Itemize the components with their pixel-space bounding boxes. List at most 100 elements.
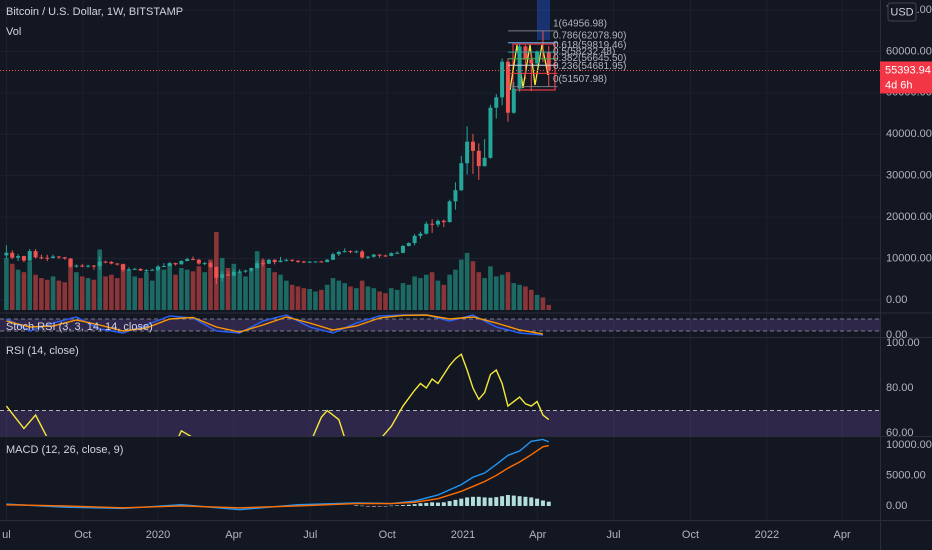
candle-body bbox=[441, 220, 446, 223]
candle-body bbox=[389, 253, 394, 256]
band bbox=[0, 410, 880, 436]
volume-bar bbox=[272, 272, 277, 310]
volume-bar bbox=[505, 272, 511, 310]
candle-body bbox=[360, 251, 365, 258]
time-label: Apr bbox=[834, 529, 851, 541]
candle-body bbox=[500, 61, 505, 98]
volume-title: Vol bbox=[6, 26, 21, 38]
volume-bar bbox=[138, 278, 143, 310]
volume-bar bbox=[62, 282, 68, 310]
candle-body bbox=[161, 266, 166, 268]
volume-bar bbox=[394, 289, 400, 310]
candle-body bbox=[319, 261, 324, 263]
volume-bar bbox=[56, 280, 62, 310]
pane-title: RSI (14, close) bbox=[6, 345, 79, 357]
candle-body bbox=[465, 141, 470, 164]
histogram-bar bbox=[371, 505, 376, 507]
candle-body bbox=[121, 264, 126, 270]
volume-bar bbox=[301, 288, 307, 310]
candle-body bbox=[505, 61, 510, 113]
volume-bar bbox=[511, 283, 517, 310]
pane-title: Bitcoin / U.S. Dollar, 1W, BITSTAMP bbox=[6, 6, 183, 18]
volume-bar bbox=[237, 272, 242, 310]
volume-bar bbox=[289, 284, 295, 310]
volume-bar bbox=[184, 269, 190, 310]
volume-bar bbox=[423, 274, 429, 310]
histogram-bar bbox=[354, 505, 359, 506]
price-label: 10000.00 bbox=[886, 252, 932, 264]
volume-bar bbox=[85, 278, 91, 310]
candle-body bbox=[144, 270, 149, 272]
volume-bar bbox=[319, 289, 324, 310]
fib-label: 0(51507.98) bbox=[553, 74, 607, 85]
volume-bar bbox=[476, 272, 482, 310]
candle-body bbox=[208, 263, 213, 267]
volume-bar bbox=[313, 291, 318, 310]
candle-body bbox=[517, 46, 522, 89]
candle-body bbox=[430, 223, 435, 225]
histogram-bar bbox=[488, 497, 493, 506]
volume-bar bbox=[109, 274, 114, 310]
candle-body bbox=[150, 269, 155, 271]
pane bbox=[6, 438, 551, 511]
volume-bar bbox=[219, 257, 225, 310]
volume-bar bbox=[144, 272, 149, 310]
candle-body bbox=[237, 271, 242, 273]
candle-body bbox=[400, 245, 405, 253]
volume-bar bbox=[196, 266, 202, 310]
time-label: 2020 bbox=[146, 529, 170, 541]
series-line bbox=[6, 314, 544, 335]
histogram-bar bbox=[511, 495, 516, 506]
candle-body bbox=[546, 52, 551, 71]
candle-body bbox=[179, 261, 184, 265]
candle-body bbox=[167, 263, 172, 267]
volume-bar bbox=[493, 276, 499, 310]
time-label: Jul bbox=[606, 529, 620, 541]
drawings bbox=[509, 0, 556, 91]
candle-body bbox=[494, 97, 499, 108]
volume-bar bbox=[132, 276, 138, 310]
candle-body bbox=[115, 263, 120, 265]
candle-body bbox=[51, 256, 56, 258]
candle-body bbox=[447, 201, 452, 223]
pane-title: MACD (12, 26, close, 9) bbox=[6, 444, 123, 456]
volume-bar bbox=[68, 259, 73, 310]
histogram-bar bbox=[482, 497, 487, 506]
candle-body bbox=[191, 258, 196, 260]
volume-bar bbox=[295, 286, 301, 310]
candle-body bbox=[126, 269, 131, 271]
volume-bar bbox=[383, 293, 388, 310]
histogram-bar bbox=[447, 501, 452, 506]
candle-body bbox=[383, 255, 388, 257]
candle-body bbox=[261, 263, 266, 265]
candle-body bbox=[406, 243, 411, 246]
volume-bar bbox=[149, 280, 155, 310]
candle-body bbox=[80, 265, 85, 267]
candle-body bbox=[301, 261, 306, 263]
histogram-bar bbox=[459, 498, 464, 506]
pane-title: Stoch RSI (3, 3, 14, 14, close) bbox=[6, 321, 153, 333]
time-label: Apr bbox=[225, 529, 242, 541]
pane bbox=[0, 314, 880, 336]
price-label: 10000.00 bbox=[886, 439, 932, 451]
currency-label: USD bbox=[890, 6, 913, 18]
volume-bar bbox=[266, 268, 272, 310]
candle-body bbox=[196, 259, 201, 264]
candle-body bbox=[278, 260, 283, 263]
candle-body bbox=[272, 259, 277, 263]
volume-bar bbox=[546, 304, 552, 310]
histogram-bar bbox=[377, 505, 382, 507]
volume-bar bbox=[50, 276, 56, 310]
volume-bar bbox=[103, 276, 108, 310]
volume-bar bbox=[540, 297, 546, 310]
fib-label: 0.382(56645.50) bbox=[553, 53, 626, 64]
currency-box bbox=[887, 2, 917, 22]
candle-body bbox=[307, 261, 312, 263]
candle-body bbox=[16, 256, 21, 258]
histogram-bar bbox=[546, 501, 551, 506]
volume-bar bbox=[126, 269, 132, 310]
volume-bar bbox=[167, 263, 173, 310]
volume-bar bbox=[44, 279, 50, 310]
candle-body bbox=[529, 59, 534, 64]
time-label: Oct bbox=[74, 529, 91, 541]
